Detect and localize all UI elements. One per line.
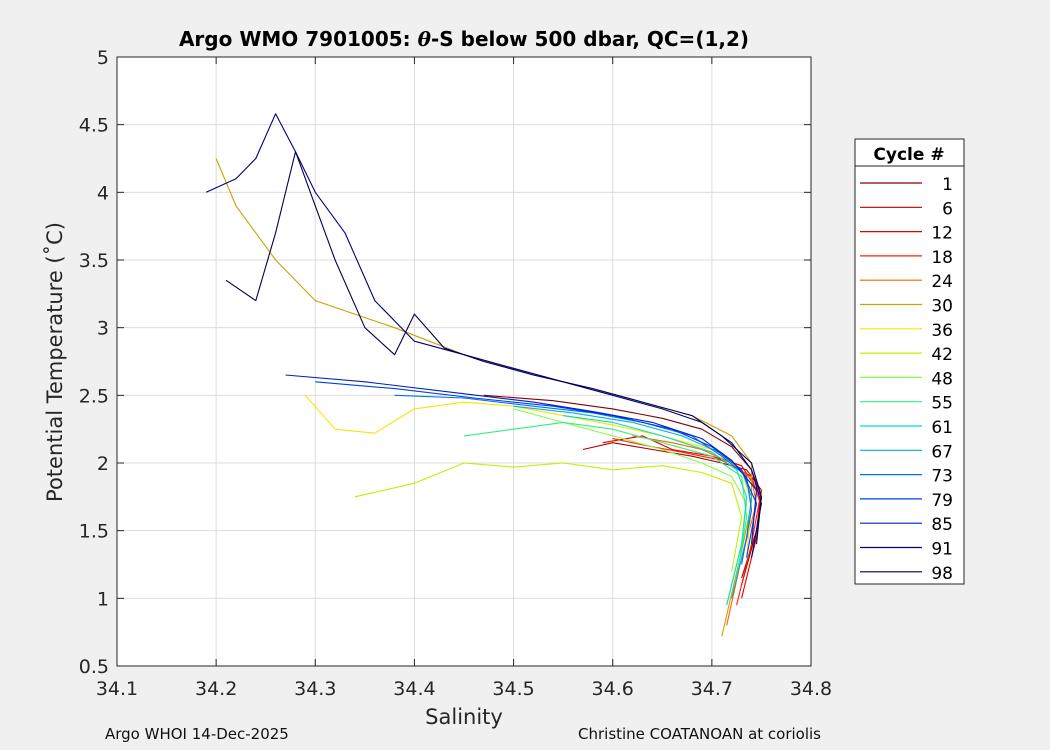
x-tick-label: 34.5 xyxy=(492,678,534,700)
series-line-cycle-85 xyxy=(285,374,758,545)
legend-label-cycle-18: 18 xyxy=(931,248,953,268)
y-tick-label: 0.5 xyxy=(79,656,109,678)
y-tick-label: 3.5 xyxy=(79,250,109,272)
footer-left: Argo WHOI 14-Dec-2025 xyxy=(105,725,289,743)
chart-title: Argo WMO 7901005: θ-S below 500 dbar, QC… xyxy=(179,27,749,51)
y-tick-label: 4.5 xyxy=(79,115,109,137)
legend-title: Cycle # xyxy=(873,145,944,165)
footer-right: Christine COATANOAN at coriolis xyxy=(578,725,821,743)
legend-label-cycle-61: 61 xyxy=(931,418,953,438)
series-lines xyxy=(205,113,762,637)
x-tick-label: 34.8 xyxy=(790,678,832,700)
legend-label-cycle-24: 24 xyxy=(931,272,953,292)
legend-label-cycle-85: 85 xyxy=(931,515,953,535)
legend-label-cycle-42: 42 xyxy=(931,345,953,365)
y-tick-label: 1 xyxy=(97,588,109,610)
series-line-cycle-61 xyxy=(563,415,748,606)
legend-label-cycle-73: 73 xyxy=(931,467,953,487)
series-line-cycle-73 xyxy=(394,394,753,565)
y-tick-label: 3 xyxy=(97,318,109,340)
legend-label-cycle-12: 12 xyxy=(931,224,953,244)
legend-label-cycle-91: 91 xyxy=(931,540,953,560)
legend-label-cycle-48: 48 xyxy=(931,369,953,389)
y-tick-label: 2.5 xyxy=(79,385,109,407)
x-axis-label: Salinity xyxy=(425,705,503,729)
y-tick-label: 2 xyxy=(97,453,109,475)
y-tick-label: 4 xyxy=(97,182,109,204)
plot-area xyxy=(117,57,811,666)
legend-label-cycle-6: 6 xyxy=(942,199,953,219)
legend-label-cycle-55: 55 xyxy=(931,394,953,414)
title-prefix: Argo WMO 7901005: xyxy=(179,27,418,51)
axis-ticks: 34.1 34.2 34.3 34.4 34.5 34.6 34.7 34.80.511.52… xyxy=(79,47,832,700)
plot-frame xyxy=(116,56,812,667)
x-tick-label: 34.2 xyxy=(195,678,237,700)
y-axis-label: Potential Temperature (˚C) xyxy=(43,222,67,502)
series-line-cycle-55 xyxy=(463,421,748,579)
y-tick-label: 5 xyxy=(97,47,109,69)
y-tick-label: 1.5 xyxy=(79,521,109,543)
legend-label-cycle-30: 30 xyxy=(931,297,953,317)
legend-entries: 1 6 12 18 24 30 36 42 48 55 61 67 73 79 85 91 98 xyxy=(860,175,953,584)
legend-label-cycle-79: 79 xyxy=(931,491,953,511)
x-tick-label: 34.6 xyxy=(592,678,634,700)
x-tick-label: 34.3 xyxy=(294,678,336,700)
legend: Cycle # 1 6 12 18 24 30 36 42 48 55 61 67 73 79 85 91 98 xyxy=(854,138,965,585)
legend-label-cycle-98: 98 xyxy=(931,564,953,584)
legend-label-cycle-67: 67 xyxy=(931,442,953,462)
legend-label-cycle-1: 1 xyxy=(942,175,953,195)
series-line-cycle-42 xyxy=(354,462,743,572)
x-tick-label: 34.7 xyxy=(691,678,733,700)
x-tick-label: 34.4 xyxy=(393,678,435,700)
legend-label-cycle-36: 36 xyxy=(931,321,953,341)
x-tick-label: 34.1 xyxy=(96,678,138,700)
series-line-cycle-79 xyxy=(315,381,758,558)
legend-box xyxy=(854,138,965,585)
title-theta: θ xyxy=(418,27,432,51)
series-line-cycle-98 xyxy=(225,151,762,545)
title-suffix: -S below 500 dbar, QC=(1,2) xyxy=(431,27,749,51)
